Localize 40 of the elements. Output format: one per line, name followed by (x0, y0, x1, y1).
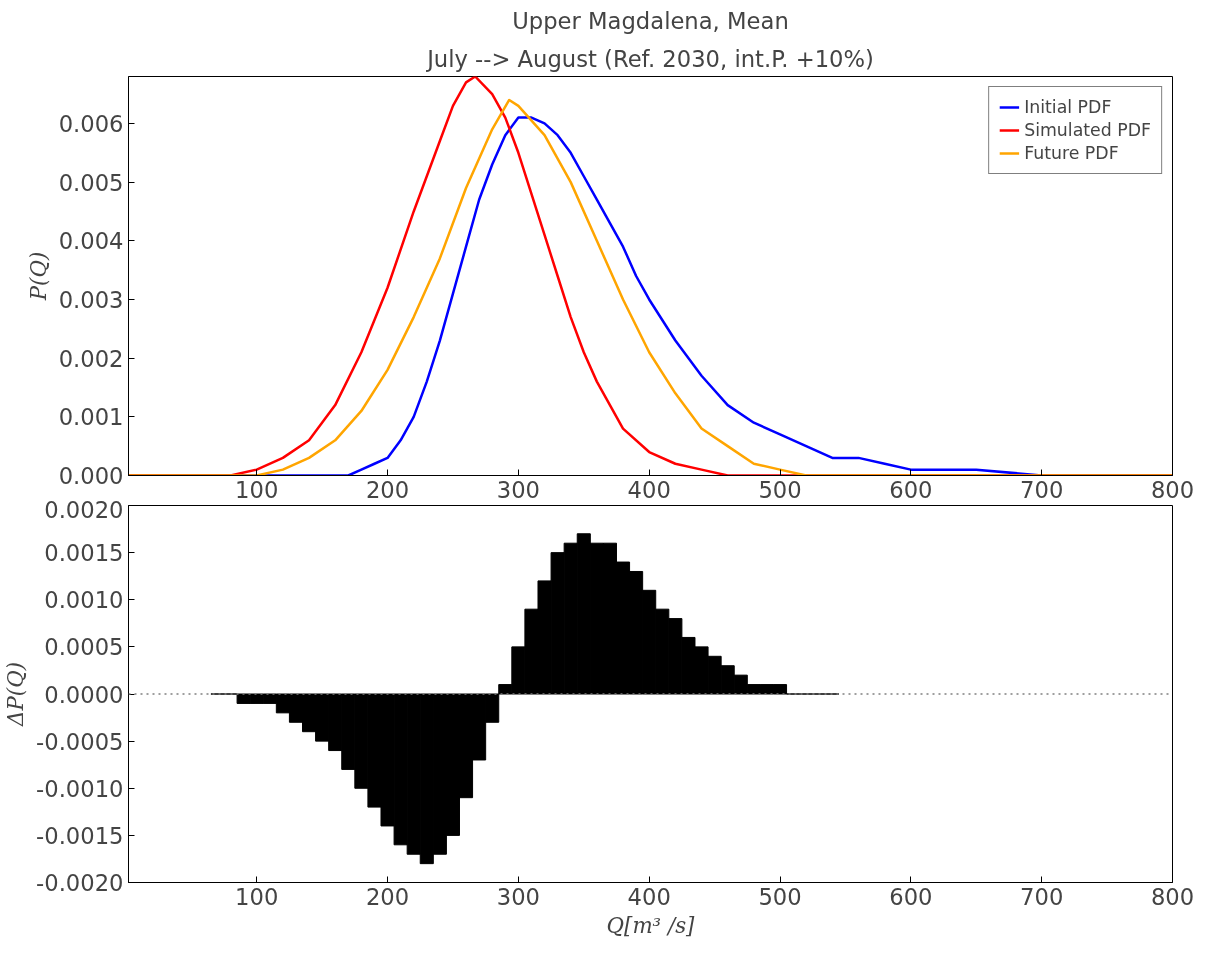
y-tick-label: 0.0020 (44, 496, 124, 523)
y-tick-label: 0.0005 (44, 634, 124, 661)
y-tick-label: 0.006 (58, 110, 124, 137)
y-tick-label: -0.0020 (36, 870, 124, 896)
x-tick-label: 300 (496, 476, 540, 503)
x-tick-label: 100 (235, 476, 279, 503)
y-tick-label: 0.0015 (44, 540, 124, 567)
y-tick-label: 0.002 (58, 345, 124, 372)
x-tick-label: 200 (365, 883, 410, 910)
x-tick-label: 400 (627, 476, 671, 503)
y-tick-label: -0.0010 (36, 775, 124, 802)
x-tick-label: 700 (1020, 476, 1064, 503)
legend-label: Initial PDF (1024, 97, 1112, 117)
y-axis-title: P(Q) (25, 251, 51, 302)
y-tick-label: 0.0010 (44, 587, 124, 614)
y-tick-label: 0.003 (58, 286, 124, 313)
legend-label: Simulated PDF (1024, 120, 1151, 140)
y-tick-label: 0.000 (58, 463, 124, 489)
x-tick-label: 200 (365, 476, 410, 503)
x-tick-label: 400 (627, 883, 671, 910)
y-tick-label: 0.005 (58, 169, 124, 196)
legend-label: Future PDF (1024, 143, 1119, 163)
y-tick-label: 0.0000 (44, 681, 124, 708)
x-tick-label: 700 (1020, 883, 1064, 910)
x-axis-title: Q[m³ /s] (606, 912, 696, 938)
y-tick-label: 0.001 (58, 404, 124, 431)
x-tick-label: 500 (758, 883, 802, 910)
y-tick-label: -0.0005 (36, 728, 124, 755)
x-tick-label: 600 (889, 883, 933, 910)
y-tick-label: 0.004 (58, 228, 124, 255)
y-axis-title: ΔP(Q) (3, 662, 29, 727)
x-tick-label: 300 (496, 883, 540, 910)
chart-title: Upper Magdalena, Mean (512, 7, 789, 34)
x-tick-label: 100 (235, 883, 279, 910)
x-tick-label: 800 (1150, 476, 1195, 503)
chart-subtitle: July --> August (Ref. 2030, int.P. +10%) (425, 45, 874, 72)
y-tick-label: -0.0015 (36, 822, 124, 849)
x-tick-label: 500 (758, 476, 802, 503)
x-tick-label: 800 (1150, 883, 1195, 910)
x-tick-label: 600 (889, 476, 933, 503)
